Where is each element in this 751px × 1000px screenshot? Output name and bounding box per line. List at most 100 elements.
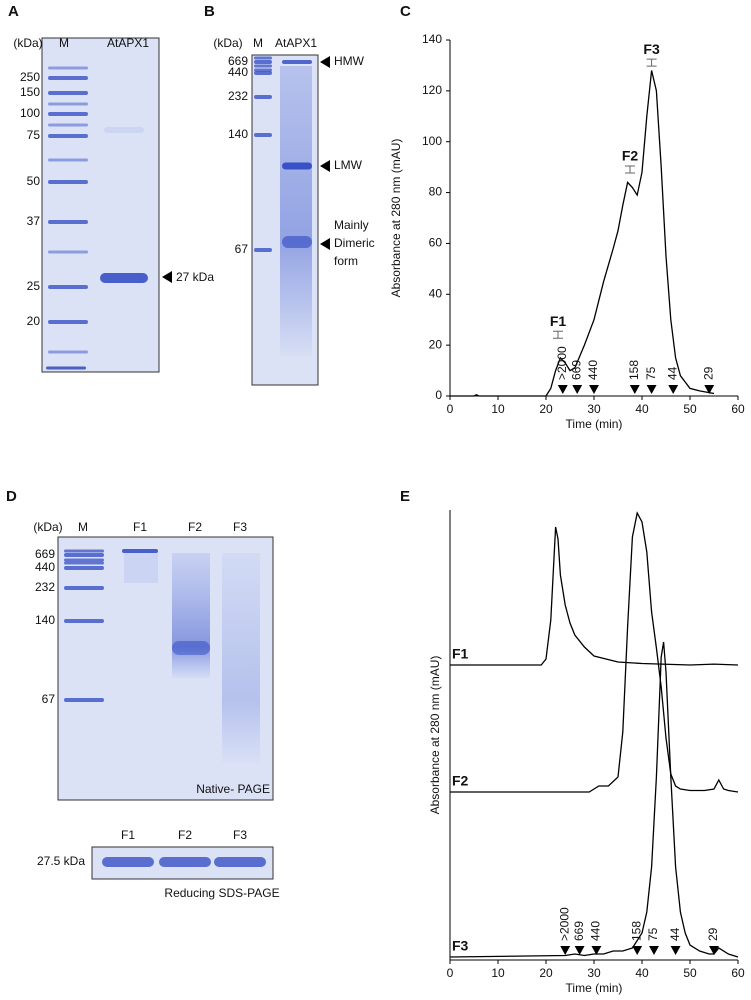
lane-label: F2 [178,828,192,842]
line [450,511,739,793]
panel-label: C [400,3,411,20]
standard-marker [591,946,602,955]
x-tick-label: 10 [491,402,505,416]
band [64,561,104,565]
x-tick-label: 10 [491,966,505,980]
band [64,549,104,553]
standard-label: 44 [668,927,682,941]
lane-label: AtAPX1 [275,36,317,50]
standard-label: >2000 [557,907,571,941]
lane-label: F3 [233,520,247,534]
band [159,857,211,867]
band [64,566,104,570]
y-tick-label: 20 [429,337,443,351]
marker-label: 50 [27,174,41,188]
standard-label: 75 [644,366,658,380]
standard-marker [632,946,643,955]
standard-marker [704,385,715,394]
standard-marker [670,946,681,955]
y-tick-label: 0 [435,388,442,402]
x-tick-label: 60 [731,402,745,416]
band [254,95,272,99]
band [64,586,104,590]
lane-label: M [253,36,263,50]
standard-marker [646,385,657,394]
band-annotation: form [334,254,358,268]
arrow [162,271,172,283]
band [48,102,88,106]
band [48,320,88,324]
x-axis-label: Time (min) [566,981,623,995]
standard-marker [589,385,599,394]
standard-marker [709,946,719,955]
lane-label: F1 [133,520,147,534]
standard-label: 29 [706,927,720,941]
line [450,526,739,666]
trace-label: F1 [452,646,469,662]
lane-label: M [78,520,88,534]
marker-label: 20 [27,314,41,328]
standard-label: >2000 [555,346,569,380]
band [48,220,88,224]
marker-label: 140 [228,127,248,141]
y-tick-label: 100 [422,134,442,148]
band [64,619,104,623]
x-axis-label: Time (min) [566,417,623,431]
band [254,60,272,64]
peak-label: F1 [550,313,567,329]
band [254,56,272,60]
arrow [320,160,330,172]
smear [172,553,210,678]
marker-label: 440 [35,560,55,574]
standard-label: 158 [627,360,641,380]
marker-label: 669 [228,54,248,68]
smear [222,553,260,763]
x-tick-label: 20 [539,402,553,416]
x-tick-label: 0 [447,966,454,980]
standard-label: 158 [629,921,643,941]
unit-label: (kDa) [33,520,62,534]
line [449,641,739,958]
lane-label: F2 [188,520,202,534]
lane-label: AtAPX1 [107,36,149,50]
band [48,285,88,289]
standard-label: 440 [589,921,603,941]
error-bar [646,58,657,67]
band [64,698,104,702]
trace-label: F3 [452,938,469,954]
standard-marker [560,946,571,955]
band-annotation: Mainly [334,218,369,232]
x-tick-label: 50 [683,966,697,980]
x-tick-label: 30 [587,402,601,416]
marker-label: 37 [27,214,41,228]
standard-marker [629,385,640,394]
peak-label: F3 [643,41,660,57]
line [450,70,715,397]
band [48,112,88,116]
band [64,553,104,557]
error-bar [553,330,563,339]
x-tick-label: 40 [635,402,649,416]
band [64,558,104,562]
x-tick-label: 30 [587,966,601,980]
band-annotation: HMW [334,54,365,68]
standard-label: 75 [646,927,660,941]
y-axis-label: Absorbance at 280 nm (mAU) [428,656,442,815]
band [122,549,158,553]
marker-label: 232 [35,580,55,594]
marker-label: 440 [228,65,248,79]
band-annotation: LMW [334,158,363,172]
lane-label: F3 [233,828,247,842]
standard-label: 669 [569,360,583,380]
band [254,71,272,75]
marker-label: 67 [42,692,56,706]
gel-caption: Native- PAGE [196,782,270,796]
panel-label: A [8,3,19,20]
band [254,68,272,72]
band [48,350,88,354]
unit-label: (kDa) [13,36,42,50]
band [172,641,210,655]
marker-label: 232 [228,89,248,103]
standard-label: 44 [665,366,679,380]
